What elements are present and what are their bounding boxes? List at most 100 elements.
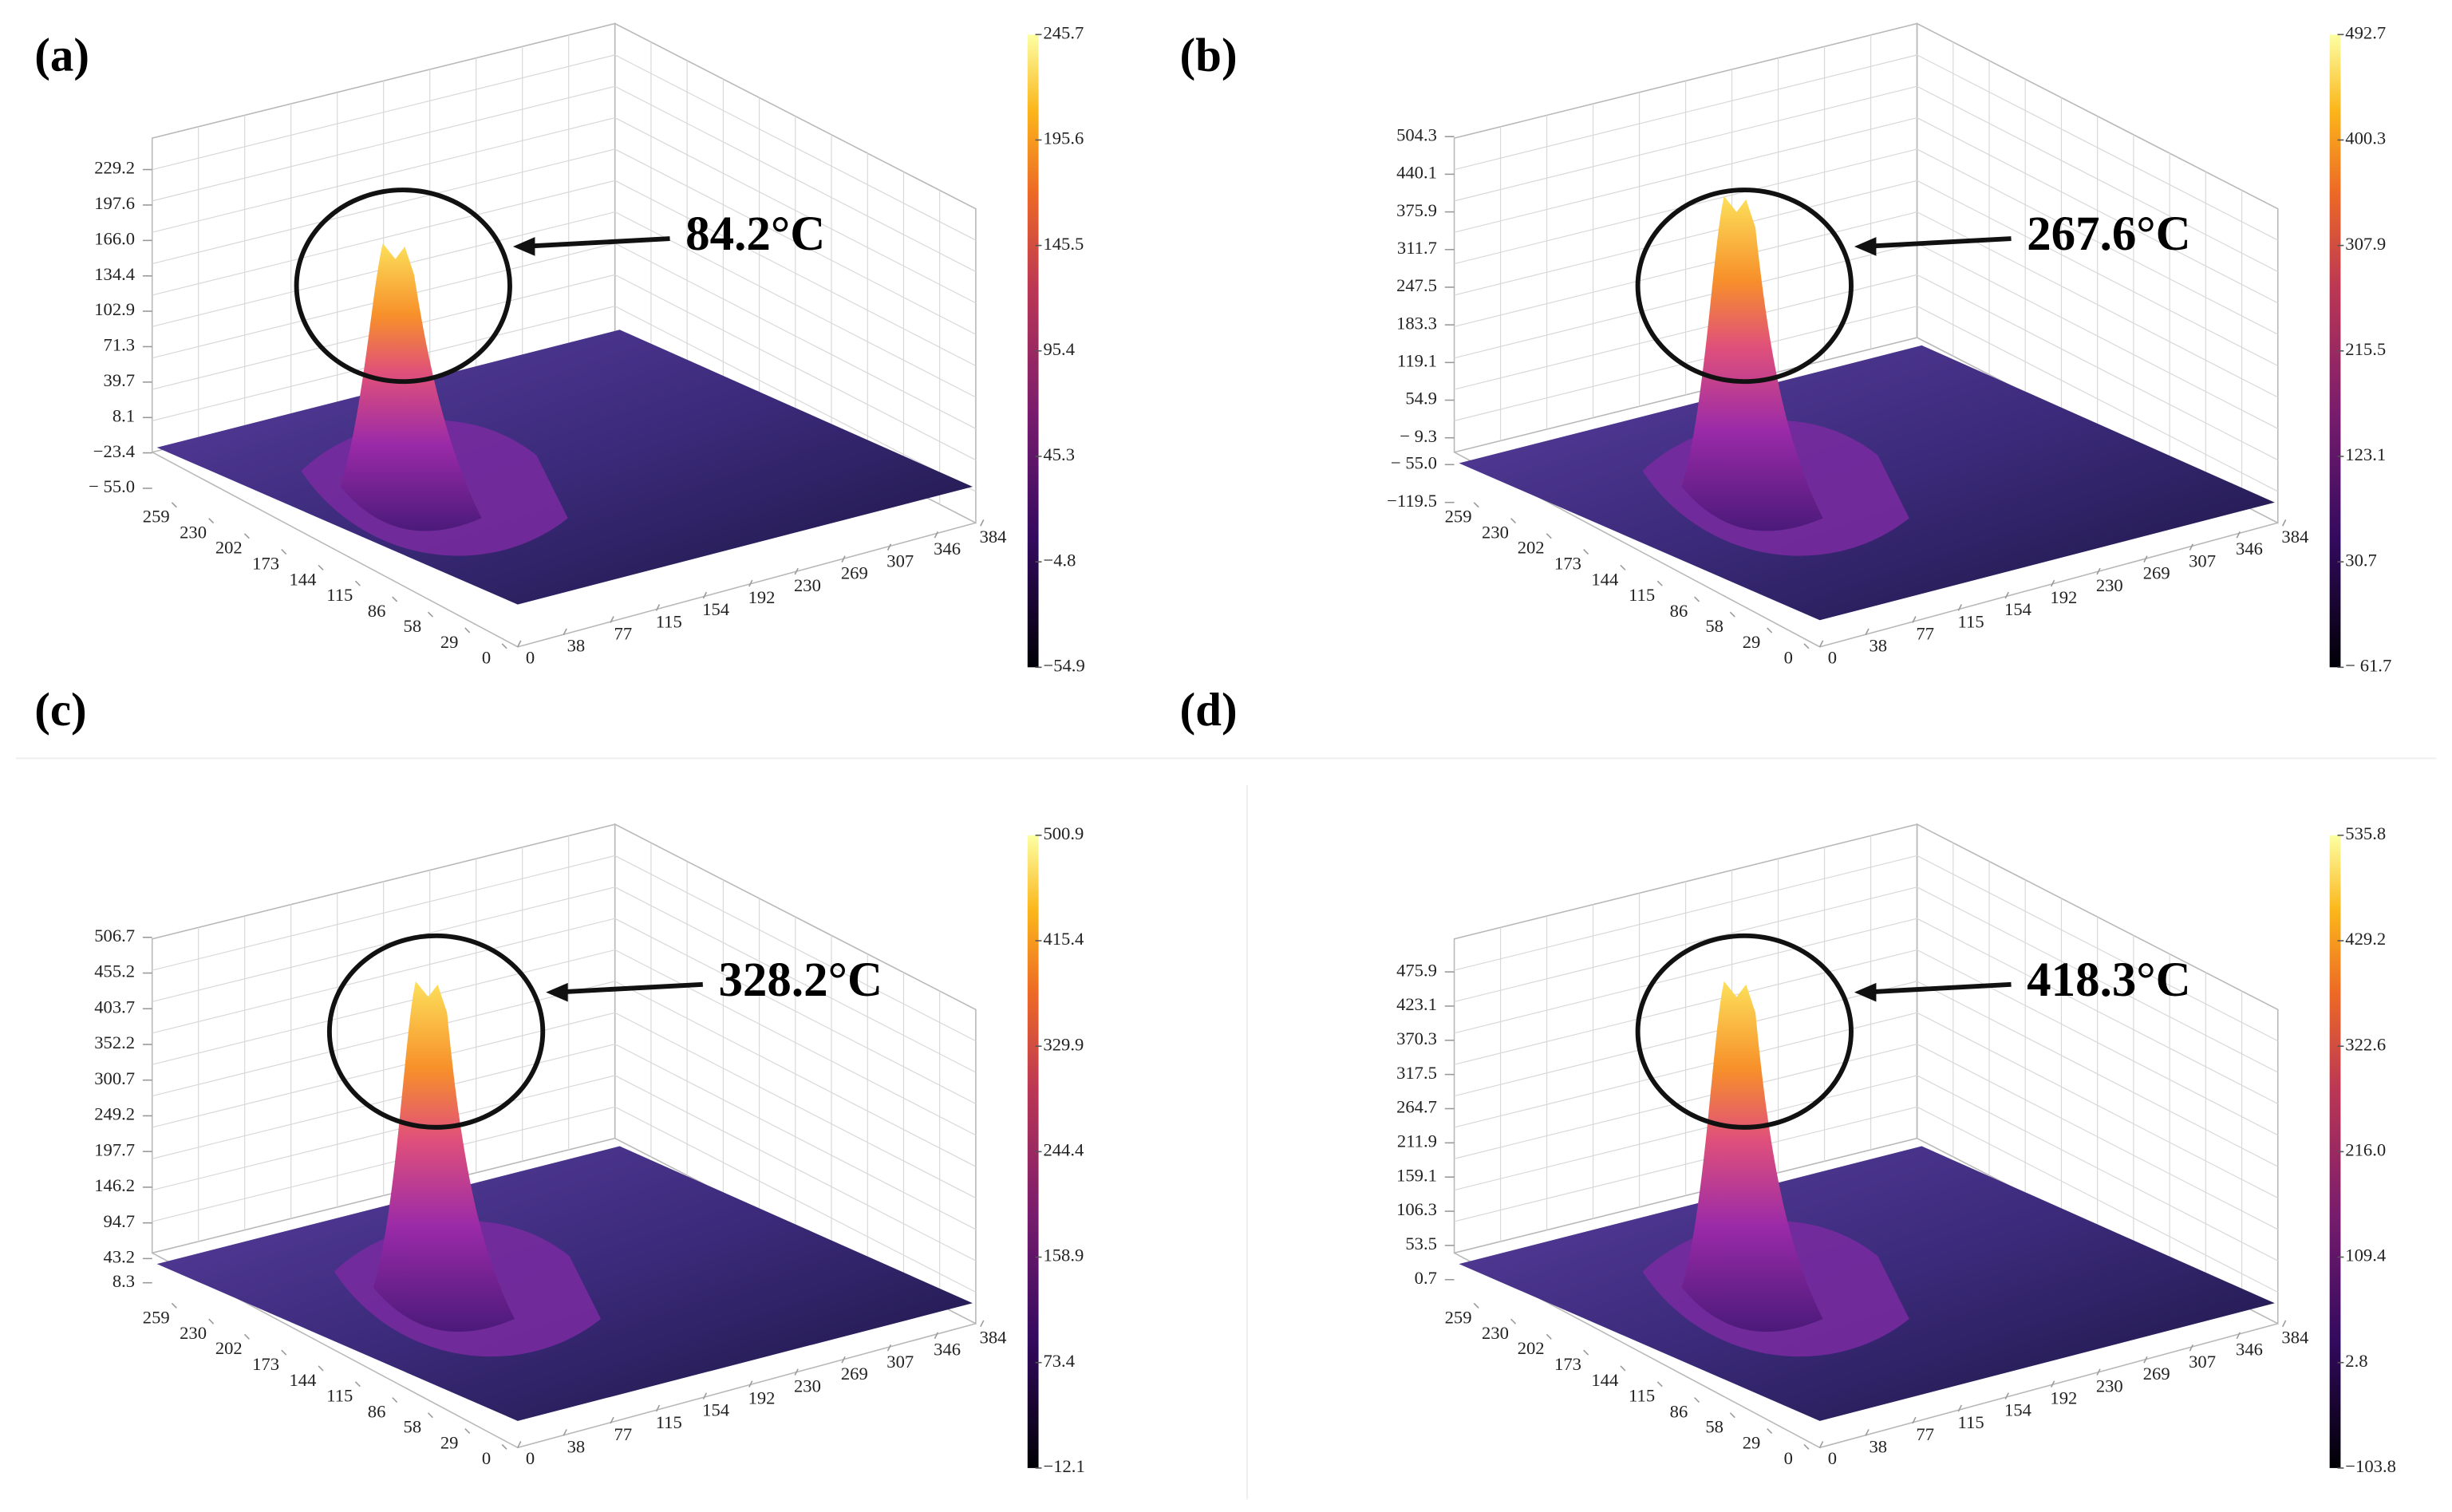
z-tick-label: 39.7 (104, 370, 136, 390)
x-tick (2050, 579, 2055, 587)
wall-grid (614, 54, 977, 241)
wall-grid (1454, 54, 1917, 171)
wall-grid (152, 54, 615, 171)
y-tick-label: 202 (1518, 538, 1545, 558)
x-tick-label: 307 (886, 1352, 914, 1372)
y-tick-label: 115 (326, 1386, 353, 1406)
y-tick-label: 173 (1554, 1354, 1581, 1374)
z-tick-label: 229.2 (94, 158, 135, 178)
x-tick-label: 346 (934, 539, 961, 559)
x-tick-label: 115 (1958, 1412, 1984, 1432)
y-tick (392, 596, 398, 602)
y-tick-label: 86 (1670, 601, 1688, 621)
panel: (a) 84.2°C 229.2 197.6 166.0 134.4 102.9 71.3 39… (34, 22, 1085, 676)
surface-peak (1681, 195, 1823, 531)
y-tick-label: 115 (1629, 585, 1655, 605)
x-tick (2236, 531, 2241, 539)
x-tick-label: 38 (567, 1436, 586, 1456)
wall-grid (1917, 85, 2279, 272)
x-tick-label: 230 (794, 575, 821, 595)
y-tick-label: 0 (1784, 648, 1793, 668)
y-tick-label: 86 (368, 601, 386, 621)
y-tick-label: 259 (143, 507, 170, 527)
y-tick-label: 202 (1518, 1338, 1545, 1358)
z-tick-label: 43.2 (104, 1247, 136, 1267)
x-tick-label: 269 (2143, 1364, 2170, 1384)
y-tick (1473, 502, 1479, 508)
z-tick-label: 146.2 (94, 1175, 135, 1195)
colorbar-tick-label: 216.0 (2345, 1140, 2386, 1160)
wall-grid (152, 148, 615, 265)
wall-grid (152, 886, 615, 1003)
annotation: 418.3°C (2027, 953, 2191, 1007)
surface-peak (1681, 981, 1823, 1332)
y-tick (171, 1302, 177, 1309)
x-tick (748, 1380, 753, 1388)
x-tick-label: 77 (614, 623, 633, 643)
panel: (b) 267.6°C 504.3 440.1 375.9 311.7 247.5 183.3… (1180, 22, 2391, 676)
y-tick (243, 533, 250, 539)
wall-grid (1917, 886, 2279, 1073)
z-tick-label: 423.1 (1396, 994, 1437, 1014)
arrow-head (1854, 982, 1877, 1002)
x-tick (2189, 543, 2193, 551)
wall-grid (1917, 117, 2279, 304)
z-tick-label: − 55.0 (89, 476, 135, 496)
z-tick-label: 54.9 (1405, 389, 1437, 409)
y-tick (501, 1443, 507, 1450)
colorbar (1027, 835, 1039, 1468)
colorbar-tick-label: 215.5 (2345, 339, 2386, 359)
z-tick-label: 159.1 (1396, 1165, 1437, 1185)
y-tick-label: 58 (404, 616, 422, 636)
x-tick (563, 1429, 567, 1436)
z-tick-label: 106.3 (1396, 1199, 1437, 1219)
z-tick-label: 211.9 (1397, 1131, 1437, 1151)
wall-grid (152, 855, 615, 971)
z-tick-label: 264.7 (1396, 1097, 1437, 1117)
colorbar-tick-label: 45.3 (1043, 444, 1075, 464)
y-tick (1473, 1302, 1479, 1309)
y-tick-label: 259 (1445, 507, 1472, 527)
z-tick-label: 317.5 (1396, 1063, 1437, 1083)
x-tick (886, 543, 892, 551)
x-tick-label: 115 (656, 1412, 682, 1432)
z-tick-label: 71.3 (104, 335, 136, 355)
y-tick (464, 1428, 471, 1435)
y-tick (427, 611, 433, 618)
x-tick (1865, 628, 1870, 636)
y-tick (1803, 643, 1810, 649)
x-tick-label: 230 (794, 1376, 821, 1396)
x-tick-label: 115 (656, 611, 682, 631)
x-tick (1818, 640, 1824, 648)
z-tick-label: −119.5 (1387, 491, 1437, 511)
x-tick (794, 1368, 799, 1376)
y-tick (1583, 1349, 1589, 1356)
y-tick (243, 1333, 250, 1340)
y-tick (501, 643, 507, 649)
x-tick (2281, 1320, 2287, 1328)
z-tick-label: 504.3 (1396, 124, 1437, 144)
y-tick-label: 29 (1743, 632, 1761, 652)
wall-grid (1917, 148, 2279, 335)
z-tick-label: 475.9 (1396, 960, 1437, 980)
y-tick (1656, 580, 1663, 586)
panel-label: (d) (1180, 683, 1238, 736)
y-tick-label: 230 (1482, 1323, 1509, 1343)
wall-grid (614, 117, 977, 304)
highlight-circle (1635, 188, 1854, 385)
x-tick (841, 1356, 846, 1364)
y-tick (354, 580, 361, 586)
y-tick-label: 29 (440, 1432, 459, 1452)
y-tick-label: 173 (1554, 553, 1581, 573)
x-tick-label: 154 (2004, 1399, 2031, 1419)
y-tick-label: 0 (1784, 1448, 1793, 1468)
y-tick-label: 259 (143, 1307, 170, 1327)
x-tick-label: 384 (980, 1328, 1007, 1348)
y-tick (318, 564, 324, 570)
colorbar-tick-label: 30.7 (2345, 550, 2377, 570)
y-tick (1694, 596, 1700, 602)
colorbar-tick-label: 109.4 (2345, 1246, 2386, 1265)
z-tick-label: 403.7 (94, 997, 135, 1017)
colorbar-tick-label: 415.4 (1043, 929, 1084, 949)
